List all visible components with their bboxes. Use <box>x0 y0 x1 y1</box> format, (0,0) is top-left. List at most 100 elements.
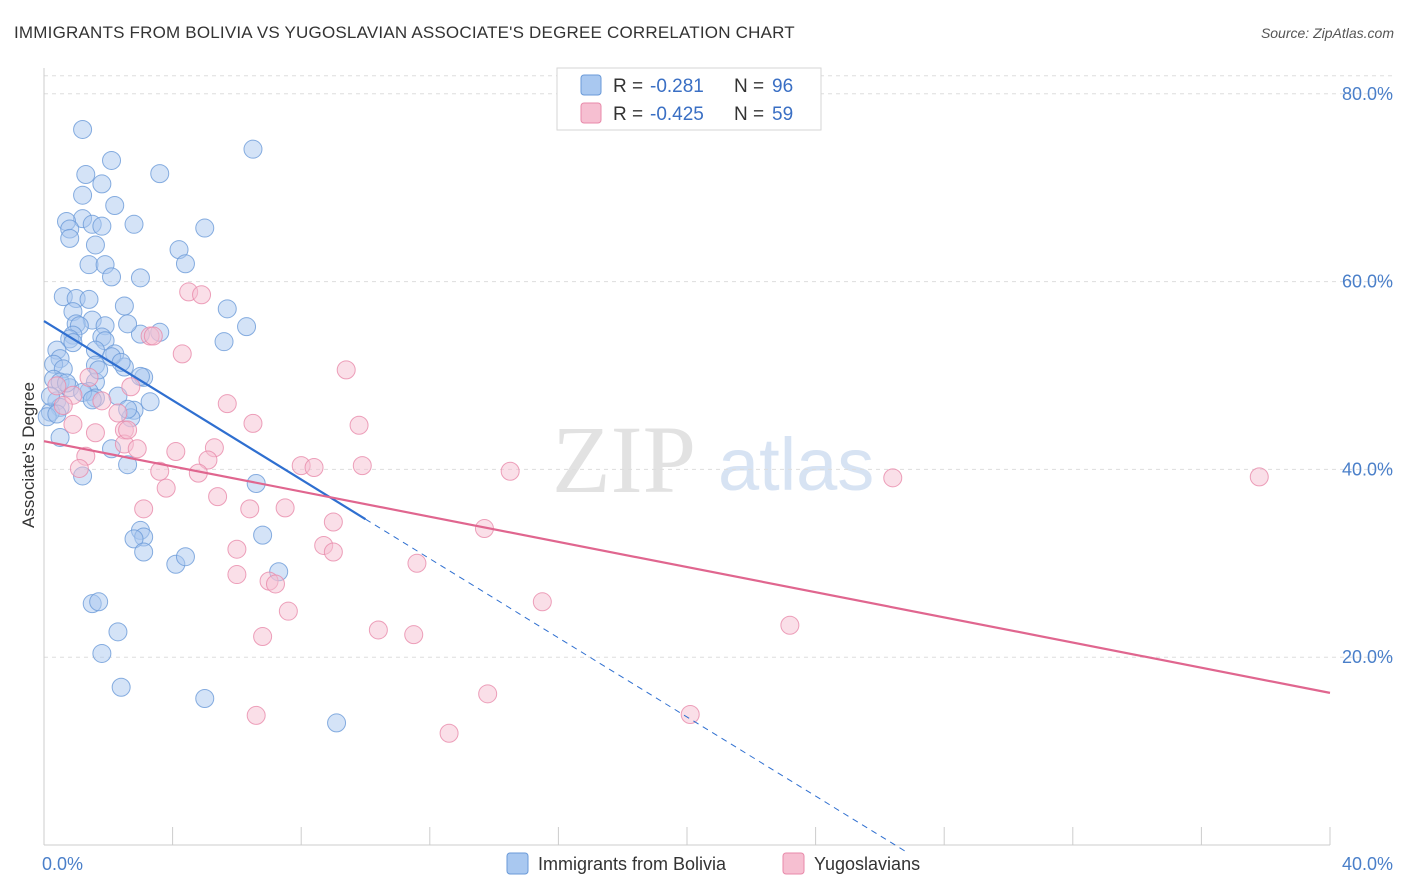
bolivia-point-80 <box>214 332 234 352</box>
yugoslavian-point-50 <box>253 627 273 647</box>
yugoslavian-point-33 <box>208 487 228 507</box>
yugoslavian-point-58 <box>85 423 105 443</box>
trend-lines <box>43 320 1331 854</box>
legend-r-value-2: -0.425 <box>650 104 704 125</box>
yugoslavian-point-43 <box>227 565 247 585</box>
bolivia-point-3 <box>92 174 112 194</box>
bolivia-point-83 <box>253 525 273 545</box>
yugoslavian-point-32 <box>69 458 89 478</box>
yugoslavian-point-53 <box>680 704 700 724</box>
yugoslavian-point-37 <box>323 512 343 532</box>
yugoslavian-point-56 <box>143 326 163 346</box>
yugoslavian-point-24 <box>304 458 324 478</box>
yugoslavian-point-26 <box>500 461 520 481</box>
yugoslavian-point-13 <box>63 414 83 434</box>
bolivia-trend-extension <box>365 518 910 854</box>
yugoslavian-point-6 <box>79 367 99 387</box>
bolivia-point-81 <box>118 314 138 334</box>
bolivia-point-58 <box>124 529 144 549</box>
yugoslavian-point-40 <box>323 542 343 562</box>
yugoslavian-point-9 <box>92 391 112 411</box>
bolivia-point-2 <box>76 165 96 185</box>
bolivia-point-1 <box>102 150 122 170</box>
legend-swatch-blue <box>580 74 602 96</box>
yugoslavian-point-11 <box>108 403 128 423</box>
yugoslavian-point-54 <box>246 705 266 725</box>
yugoslavian-trend-line <box>43 440 1331 694</box>
bolivia-point-95 <box>140 392 160 412</box>
bottom-legend-swatch-blue <box>506 852 529 875</box>
yugoslavian-point-18 <box>127 439 147 459</box>
yugoslavian-point-16 <box>349 415 369 435</box>
bolivia-point-72 <box>195 218 215 238</box>
legend-r-label-1: R = <box>613 76 643 97</box>
yugoslavian-point-10 <box>53 396 73 416</box>
bottom-legend-swatch-pink <box>782 852 805 875</box>
bolivia-trend-line <box>43 320 367 521</box>
bolivia-point-69 <box>150 164 170 184</box>
yugoslavian-point-42 <box>407 553 427 573</box>
bolivia-point-71 <box>124 214 144 234</box>
yugoslavian-point-36 <box>240 499 260 519</box>
yugoslavian-point-45 <box>265 574 285 594</box>
bottom-legend: Immigrants from Bolivia Yugoslavians <box>506 852 920 875</box>
bolivia-point-65 <box>92 643 112 663</box>
grid-lines <box>44 75 1394 658</box>
yugoslavian-point-51 <box>780 615 800 635</box>
bolivia-point-5 <box>105 196 125 216</box>
yugoslavian-point-2 <box>172 344 192 364</box>
yugoslavian-point-3 <box>336 360 356 380</box>
legend-r-label-2: R = <box>613 104 643 125</box>
bolivia-point-77 <box>237 317 257 337</box>
bolivia-point-10 <box>92 216 112 236</box>
yugoslavian-point-35 <box>134 499 154 519</box>
bolivia-point-15 <box>102 267 122 287</box>
yugoslavian-point-47 <box>278 601 298 621</box>
yugoslavian-point-22 <box>198 450 218 470</box>
series-immigrants-from-bolivia <box>37 119 347 733</box>
bolivia-point-74 <box>175 254 195 274</box>
bolivia-point-75 <box>130 268 150 288</box>
bolivia-point-0 <box>73 119 93 139</box>
bolivia-point-18 <box>79 289 99 309</box>
series-yugoslavians <box>47 282 1269 743</box>
bolivia-point-11 <box>60 228 80 248</box>
bolivia-point-59 <box>134 542 154 562</box>
bolivia-point-76 <box>217 299 237 319</box>
legend-n-label-2: N = <box>734 104 764 125</box>
y-tick-label-1: 40.0% <box>1342 459 1393 479</box>
yugoslavian-point-12 <box>217 394 237 414</box>
bolivia-point-13 <box>79 255 99 275</box>
bolivia-point-63 <box>89 592 109 612</box>
yugoslavian-point-28 <box>1249 467 1269 487</box>
yugoslavian-point-5 <box>47 376 67 396</box>
chart-source: Source: ZipAtlas.com <box>1261 25 1394 41</box>
bolivia-point-54 <box>118 455 138 475</box>
bolivia-point-61 <box>175 547 195 567</box>
legend-n-label-1: N = <box>734 76 764 97</box>
yugoslavian-point-57 <box>118 420 138 440</box>
yugoslavian-point-29 <box>150 461 170 481</box>
legend-r-value-1: -0.281 <box>650 76 704 97</box>
x-tick-label-1: 40.0% <box>1342 854 1393 874</box>
bolivia-point-52 <box>50 427 70 447</box>
yugoslavian-point-46 <box>532 592 552 612</box>
x-tick-label-0: 0.0% <box>42 854 83 874</box>
watermark-atlas: atlas <box>718 423 874 506</box>
chart-title: IMMIGRANTS FROM BOLIVIA VS YUGOSLAVIAN A… <box>14 23 795 42</box>
y-tick-label-3: 80.0% <box>1342 84 1393 104</box>
yugoslavian-point-48 <box>368 620 388 640</box>
yugoslavian-point-1 <box>192 285 212 305</box>
watermark-zip: ZIP <box>552 406 696 513</box>
yugoslavian-point-55 <box>439 723 459 743</box>
yugoslavian-point-27 <box>883 468 903 488</box>
bolivia-point-29 <box>63 333 83 353</box>
legend-swatch-pink <box>580 102 602 124</box>
watermark: ZIP atlas <box>552 406 874 513</box>
yugoslavian-point-34 <box>275 498 295 518</box>
bolivia-point-12 <box>85 235 105 255</box>
yugoslavian-point-14 <box>243 413 263 433</box>
legend-n-value-2: 59 <box>772 104 793 125</box>
bottom-legend-label-pink: Yugoslavians <box>814 854 920 874</box>
